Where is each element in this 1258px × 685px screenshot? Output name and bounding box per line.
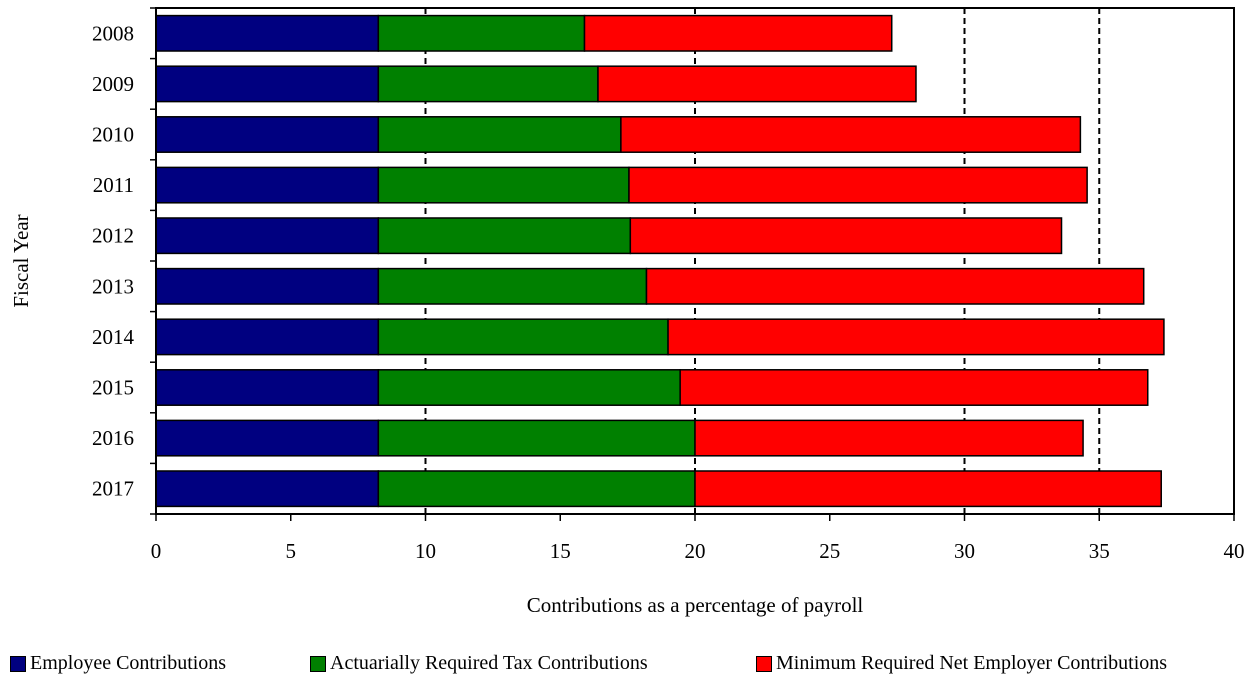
x-tick-label: 40 [1224,539,1245,563]
x-tick-label: 20 [685,539,706,563]
y-tick-label: 2016 [92,426,134,450]
bar-2016-series-2 [694,419,1084,457]
x-tick-label: 30 [954,539,975,563]
bar-2009-series-2 [597,65,917,103]
bar-2009-series-0 [155,65,380,103]
legend-swatch-employee [10,655,26,672]
bar-2013-series-2 [645,267,1145,305]
x-tick-labels: 0 5 10 15 20 25 30 35 40 [151,539,1245,563]
y-tick-label: 2014 [92,325,135,349]
y-axis-label: Fiscal Year [9,214,33,307]
legend-swatch-tax [310,655,326,672]
bar-2009-series-1 [377,65,599,103]
bar-2015-series-2 [679,369,1149,406]
x-axis-label: Contributions as a percentage of payroll [527,593,864,617]
bar-2015-series-1 [377,369,681,406]
legend-swatch-employer [756,655,772,672]
bar-2016-series-1 [377,419,696,457]
bars [155,14,1165,508]
bar-2014-series-0 [155,318,380,356]
x-tick-label: 35 [1089,539,1110,563]
axis-ticks [150,7,1235,521]
y-tick-label: 2009 [92,72,134,96]
bar-2011-series-2 [628,166,1088,204]
bar-2008-series-2 [583,14,893,52]
x-tick-label: 15 [550,539,571,563]
bar-2010-series-2 [620,116,1082,153]
bar-2013-series-0 [155,267,380,305]
x-tick-label: 25 [819,539,840,563]
bar-2017-series-1 [377,470,696,508]
legend-item-employee: Employee Contributions [10,652,226,675]
x-tick-label: 0 [151,539,162,563]
x-tick-label: 5 [286,539,297,563]
bar-2014-series-1 [377,318,669,356]
y-tick-label: 2017 [92,477,134,501]
y-tick-labels: 2008 2009 2010 2011 2012 2013 2014 2015 2016 2017 [92,21,135,500]
x-tick-label: 10 [415,539,436,563]
bar-2008-series-0 [155,14,380,52]
y-tick-label: 2008 [92,21,134,45]
y-tick-label: 2012 [92,224,134,248]
bar-2014-series-2 [667,318,1165,356]
legend-item-tax: Actuarially Required Tax Contributions [310,652,648,675]
bar-2008-series-1 [377,14,586,52]
legend-label-tax: Actuarially Required Tax Contributions [330,652,648,674]
y-tick-label: 2013 [92,274,134,298]
bar-2010-series-0 [155,116,380,153]
bar-2011-series-1 [377,166,630,204]
bar-2012-series-2 [629,217,1063,255]
bar-2010-series-1 [377,116,622,153]
y-tick-label: 2011 [93,173,134,197]
y-tick-label: 2015 [92,376,134,400]
y-tick-label: 2010 [92,123,134,147]
stacked-bar-chart: 0 5 10 15 20 25 30 35 40 2008 2009 2010 2011 2012 201… [9,7,1245,617]
bar-2012-series-0 [155,217,380,255]
bar-2012-series-1 [377,217,632,255]
bar-2013-series-1 [377,267,648,305]
bar-2015-series-0 [155,369,380,406]
bar-2017-series-0 [155,470,380,508]
bar-2017-series-2 [694,470,1162,508]
bar-2016-series-0 [155,419,380,457]
legend-label-employer: Minimum Required Net Employer Contributi… [776,652,1168,674]
legend-label-employee: Employee Contributions [30,652,227,674]
legend-item-employer: Minimum Required Net Employer Contributi… [756,652,1167,675]
bar-2011-series-0 [155,166,380,204]
legend: Employee Contributions Actuarially Requi… [10,652,1250,678]
